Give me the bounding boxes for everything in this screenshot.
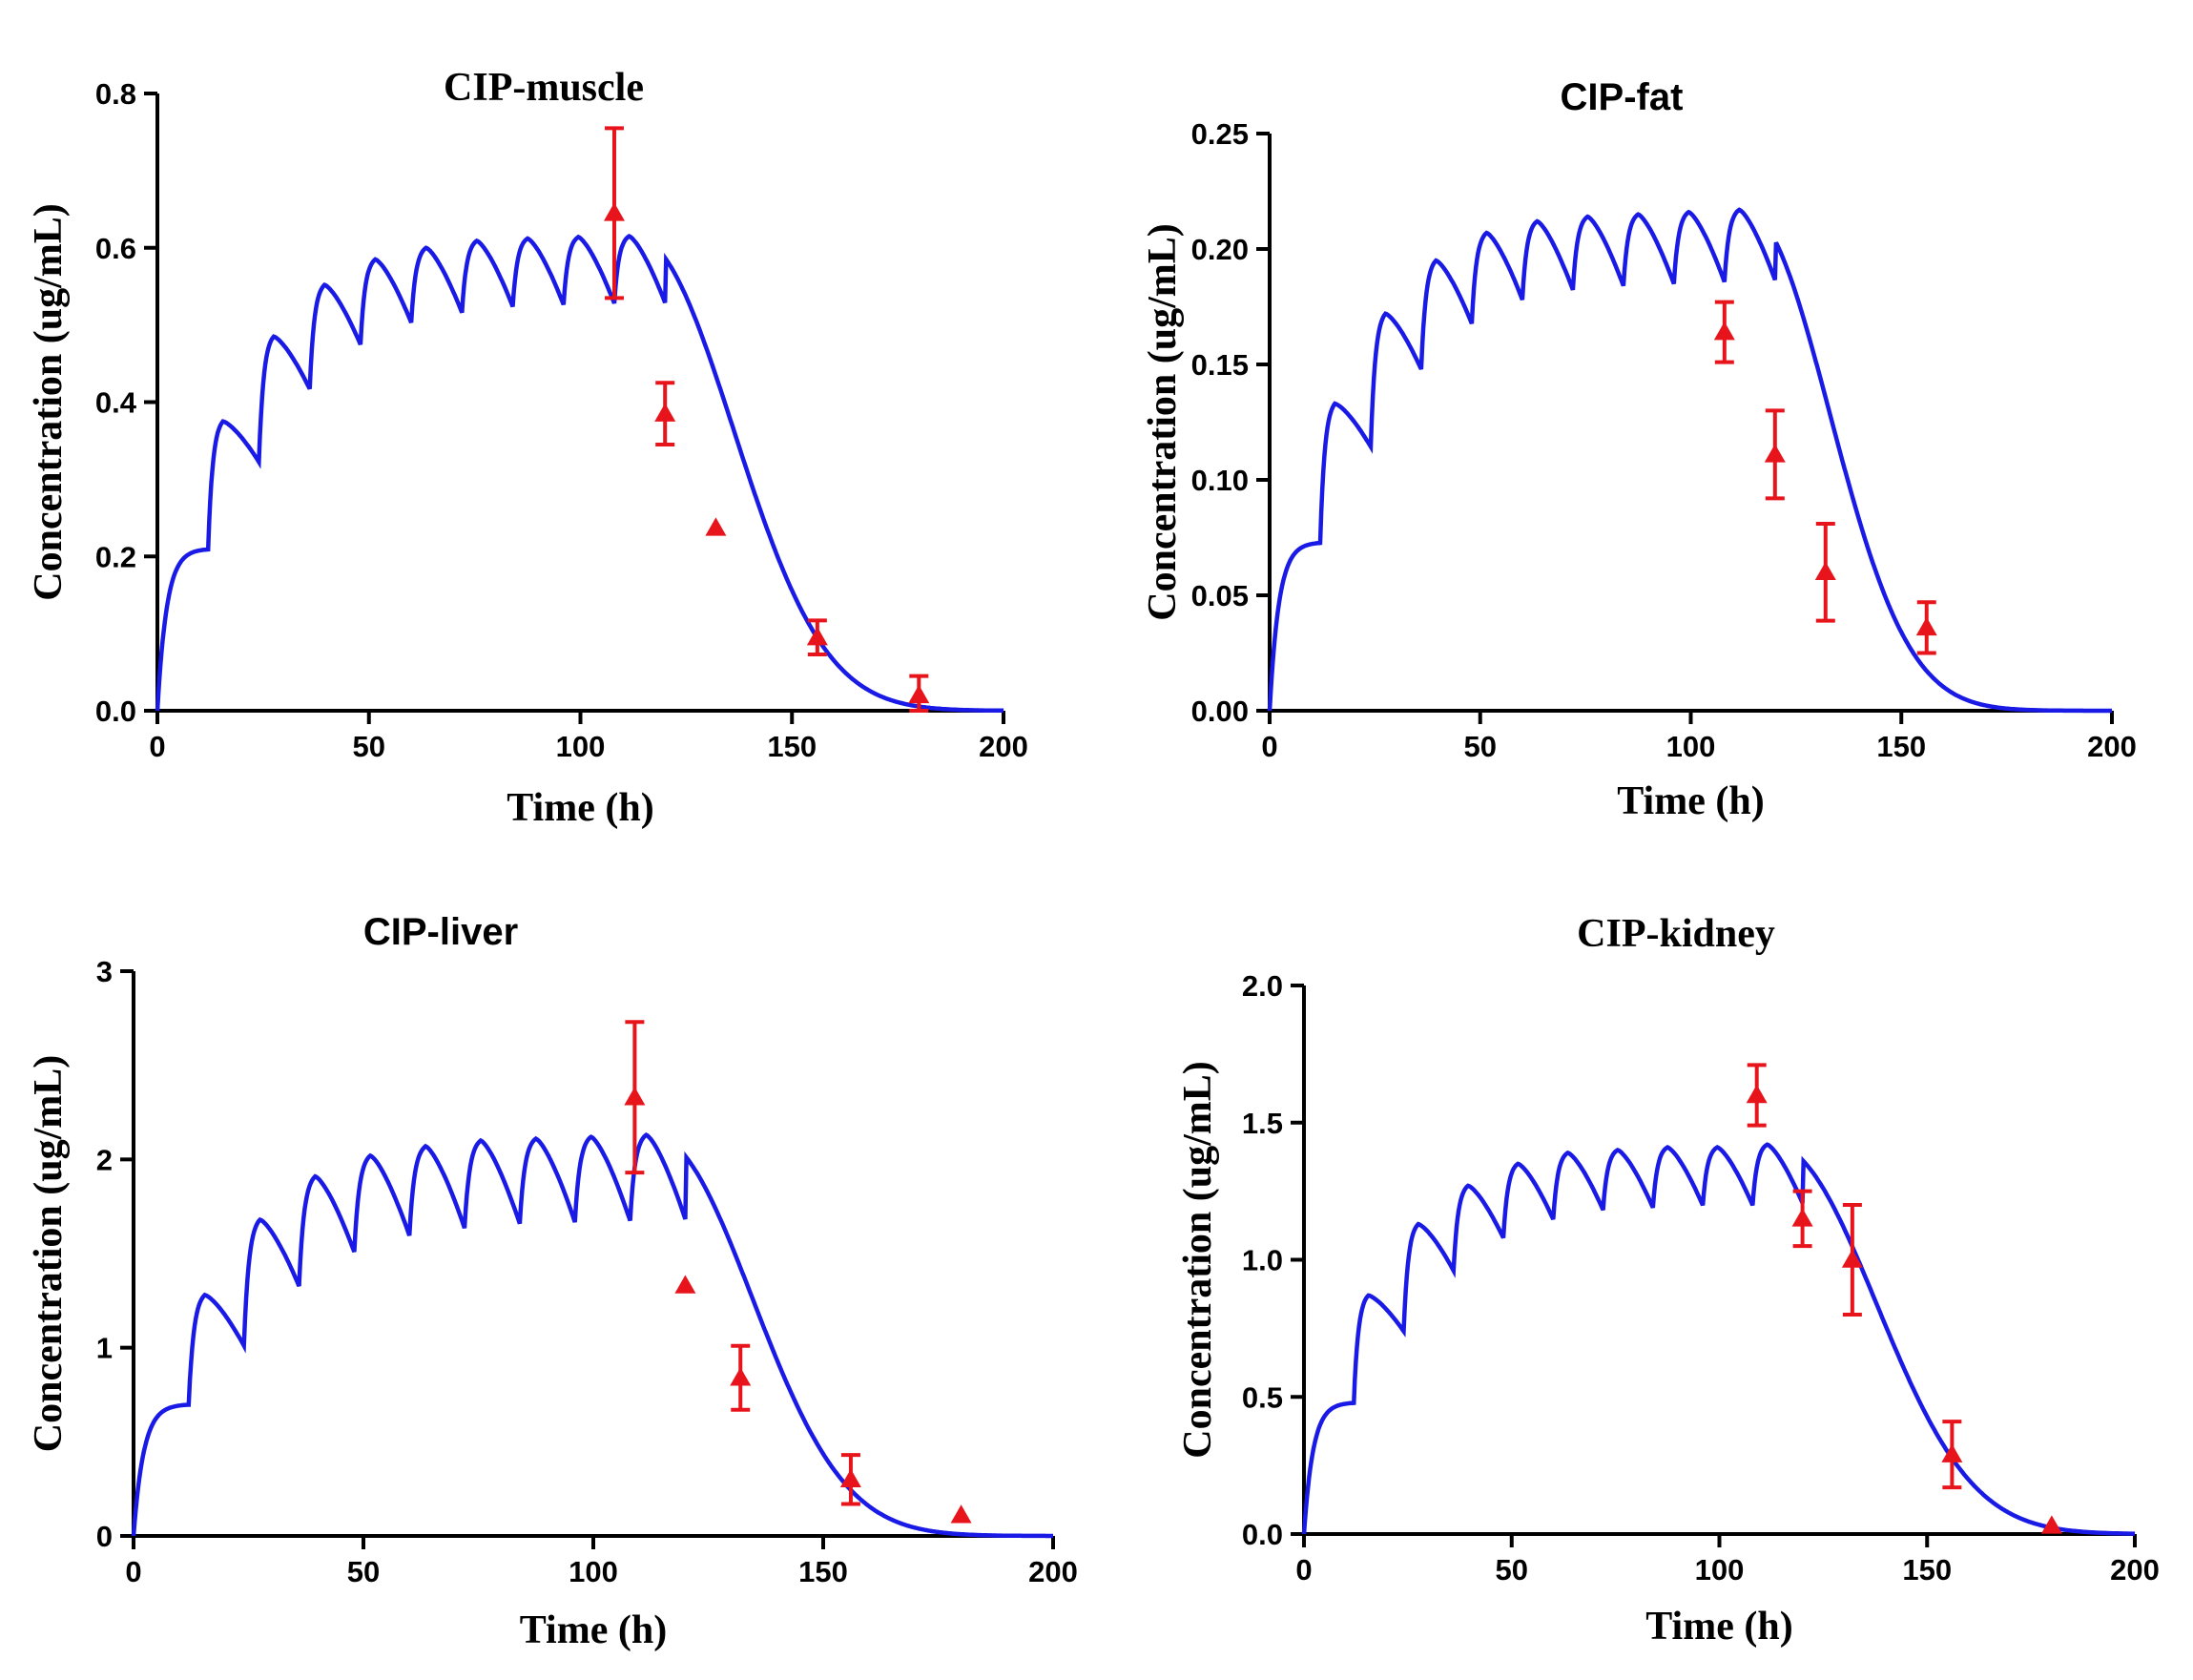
chart-title: CIP-kidney bbox=[1577, 912, 1775, 956]
model-prediction-line bbox=[131, 1132, 1053, 1539]
x-tick-label: 150 bbox=[1902, 1553, 1952, 1587]
observed-point bbox=[839, 1468, 861, 1488]
y-tick-label: 0.0 bbox=[95, 695, 136, 728]
y-tick-label: 0.10 bbox=[1191, 464, 1249, 497]
y-tick-label: 0.00 bbox=[1191, 695, 1249, 728]
x-axis-label: Time (h) bbox=[520, 1608, 667, 1652]
x-tick-label: 100 bbox=[1666, 730, 1716, 763]
observed-point bbox=[950, 1504, 972, 1524]
x-tick-label: 150 bbox=[798, 1555, 848, 1588]
observed-point bbox=[1791, 1208, 1813, 1227]
chart-panel-4: 0 50 100 150 200 0.0 0.5 1.0 1.5 2.0 CIP-kidney Tim… bbox=[1176, 912, 2160, 1649]
x-tick-label: 200 bbox=[1028, 1555, 1078, 1588]
x-tick-label: 0 bbox=[1261, 730, 1277, 763]
x-tick-label: 150 bbox=[1876, 730, 1926, 763]
y-tick-label: 1.0 bbox=[1242, 1244, 1283, 1277]
chart-panel-2: 0 50 100 150 200 0.00 0.05 0.10 0.15 0.20 0.25 CIP-… bbox=[1141, 76, 2137, 823]
y-tick-label: 0.15 bbox=[1191, 348, 1249, 382]
y-tick-label: 2 bbox=[96, 1143, 113, 1176]
observed-point bbox=[730, 1367, 752, 1386]
chart-title: CIP-muscle bbox=[444, 66, 644, 110]
x-tick-label: 50 bbox=[353, 730, 385, 763]
x-axis-label: Time (h) bbox=[1617, 779, 1764, 823]
chart-title: CIP-fat bbox=[1561, 76, 1684, 118]
observed-point bbox=[1746, 1085, 1768, 1104]
observed-point bbox=[1814, 561, 1836, 581]
y-tick-label: 0.20 bbox=[1191, 233, 1249, 266]
y-tick-label: 0.5 bbox=[1242, 1380, 1283, 1414]
y-tick-label: 2.0 bbox=[1242, 969, 1283, 1003]
observed-point bbox=[2040, 1515, 2062, 1534]
y-tick-label: 3 bbox=[96, 955, 113, 988]
y-tick-label: 0.0 bbox=[1242, 1518, 1283, 1551]
model-prediction-line bbox=[155, 234, 1004, 714]
observed-point bbox=[654, 403, 676, 422]
chart-panel-1: 0 50 100 150 200 0.0 0.2 0.4 0.6 0.8 CIP-muscle Tim… bbox=[27, 66, 1028, 830]
x-tick-label: 0 bbox=[1295, 1553, 1312, 1587]
observed-point bbox=[705, 517, 727, 536]
y-axis-label: Concentration (ug/mL) bbox=[27, 1055, 71, 1452]
model-prediction-line bbox=[1301, 1142, 2136, 1536]
y-tick-label: 0.05 bbox=[1191, 579, 1249, 612]
x-tick-label: 100 bbox=[569, 1555, 618, 1588]
y-tick-label: 0.8 bbox=[95, 77, 136, 111]
x-tick-label: 50 bbox=[1496, 1553, 1528, 1587]
x-tick-label: 0 bbox=[125, 1555, 141, 1588]
x-tick-label: 100 bbox=[1695, 1553, 1745, 1587]
y-axis-label: Concentration (ug/mL) bbox=[1141, 223, 1185, 620]
x-tick-label: 200 bbox=[2087, 730, 2137, 763]
y-axis-label: Concentration (ug/mL) bbox=[1176, 1061, 1220, 1458]
y-tick-label: 1 bbox=[96, 1332, 113, 1365]
y-tick-label: 0.2 bbox=[95, 540, 136, 573]
model-prediction-line bbox=[1267, 207, 2112, 714]
y-tick-label: 0.4 bbox=[95, 386, 137, 420]
observed-point bbox=[603, 202, 625, 221]
y-axis-label: Concentration (ug/mL) bbox=[27, 203, 71, 600]
chart-title: CIP-liver bbox=[363, 911, 518, 953]
chart-panel-3: 0 50 100 150 200 0 1 2 3 CIP-liver Time (h) Concent… bbox=[27, 911, 1078, 1652]
y-tick-label: 0 bbox=[96, 1520, 113, 1553]
y-tick-label: 1.5 bbox=[1242, 1107, 1283, 1140]
observed-point bbox=[674, 1275, 696, 1294]
observed-point bbox=[1915, 616, 1937, 636]
x-tick-label: 200 bbox=[979, 730, 1028, 763]
observed-point bbox=[1713, 321, 1735, 341]
y-tick-label: 0.25 bbox=[1191, 117, 1249, 151]
y-tick-label: 0.6 bbox=[95, 232, 136, 265]
x-axis-label: Time (h) bbox=[1645, 1605, 1792, 1649]
x-tick-label: 50 bbox=[1464, 730, 1497, 763]
x-tick-label: 50 bbox=[347, 1555, 380, 1588]
x-axis-label: Time (h) bbox=[507, 786, 653, 830]
x-tick-label: 0 bbox=[149, 730, 165, 763]
observed-point bbox=[1841, 1249, 1863, 1268]
x-tick-label: 200 bbox=[2110, 1553, 2160, 1587]
observed-point bbox=[908, 684, 930, 704]
x-tick-label: 150 bbox=[767, 730, 817, 763]
observed-point bbox=[624, 1087, 646, 1106]
observed-point bbox=[1941, 1443, 1963, 1462]
observed-point bbox=[1764, 444, 1786, 463]
x-tick-label: 100 bbox=[556, 730, 606, 763]
observed-point bbox=[806, 627, 828, 646]
